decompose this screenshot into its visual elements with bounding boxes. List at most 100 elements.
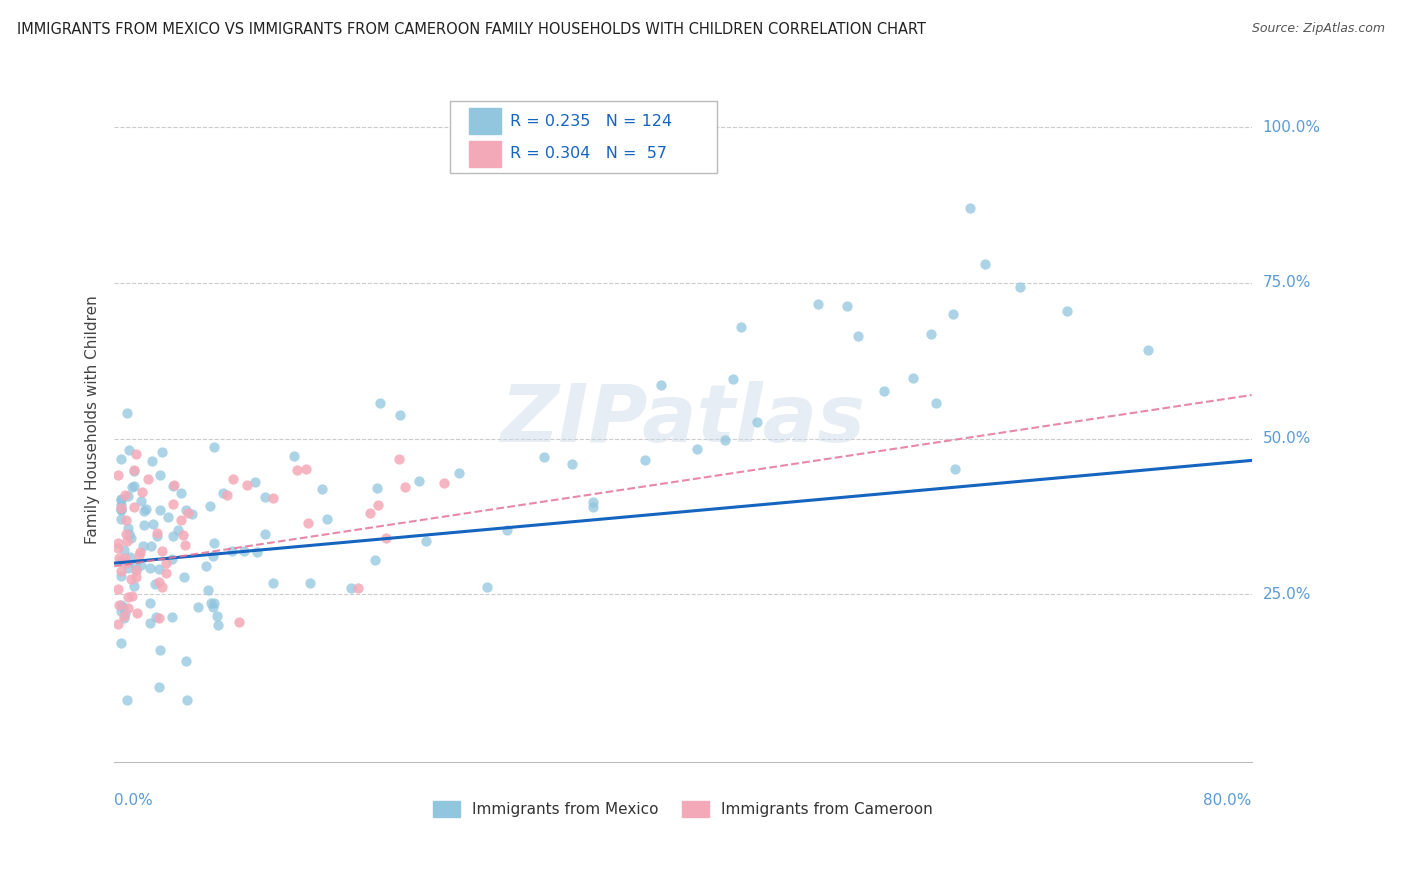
Point	[108, 551, 131, 566]
Point	[415, 534, 437, 549]
Point	[202, 441, 225, 455]
Point	[299, 575, 322, 590]
Point	[120, 572, 142, 586]
Point	[389, 408, 412, 422]
Point	[408, 474, 430, 488]
Point	[157, 510, 180, 524]
Point	[228, 615, 250, 629]
Point	[149, 503, 172, 517]
Point	[162, 552, 184, 566]
Point	[243, 475, 266, 490]
Point	[170, 513, 193, 527]
Point	[496, 523, 519, 537]
Point	[124, 557, 146, 571]
Point	[634, 453, 657, 467]
Text: 75.0%: 75.0%	[1263, 276, 1310, 291]
Point	[721, 372, 744, 386]
Bar	[470, 108, 501, 134]
Point	[202, 596, 225, 610]
Point	[129, 494, 152, 508]
Text: 0.0%: 0.0%	[114, 793, 153, 808]
Point	[177, 507, 200, 521]
Point	[118, 442, 141, 457]
Point	[115, 556, 138, 570]
Point	[108, 598, 131, 612]
Point	[122, 479, 145, 493]
Point	[148, 574, 170, 589]
Point	[581, 495, 603, 509]
Point	[246, 544, 269, 558]
Point	[581, 500, 603, 514]
Point	[920, 327, 942, 342]
Point	[145, 526, 167, 541]
Point	[207, 618, 229, 632]
Point	[475, 580, 498, 594]
Point	[1010, 280, 1032, 294]
Point	[134, 504, 156, 518]
Point	[125, 569, 148, 583]
Text: ZIPatlas: ZIPatlas	[501, 381, 865, 459]
Point	[110, 503, 132, 517]
Point	[194, 559, 217, 574]
Point	[943, 462, 966, 476]
Point	[117, 521, 139, 535]
Point	[128, 549, 150, 563]
Point	[447, 467, 470, 481]
Point	[131, 485, 153, 500]
Point	[236, 478, 259, 492]
Point	[155, 556, 177, 570]
Point	[112, 611, 135, 625]
Point	[145, 529, 167, 543]
Point	[110, 568, 132, 582]
Point	[187, 599, 209, 614]
Point	[170, 486, 193, 500]
Point	[120, 532, 142, 546]
Point	[394, 480, 416, 494]
Point	[127, 606, 149, 620]
Point	[110, 604, 132, 618]
FancyBboxPatch shape	[450, 102, 717, 173]
Point	[297, 516, 319, 530]
Point	[202, 536, 225, 550]
Point	[685, 442, 707, 457]
Point	[124, 563, 146, 577]
Point	[253, 490, 276, 504]
Point	[973, 257, 995, 271]
Point	[211, 485, 233, 500]
Point	[150, 543, 173, 558]
Point	[110, 554, 132, 568]
Y-axis label: Family Households with Children: Family Households with Children	[86, 295, 100, 544]
Point	[120, 550, 142, 565]
Point	[112, 609, 135, 624]
Point	[367, 498, 389, 512]
Point	[142, 517, 165, 532]
Point	[1056, 304, 1078, 318]
Point	[807, 296, 830, 310]
Point	[139, 615, 162, 630]
Point	[253, 527, 276, 541]
Point	[117, 601, 139, 615]
Point	[347, 581, 370, 595]
Point	[198, 499, 221, 513]
Point	[162, 479, 184, 493]
Point	[172, 528, 194, 542]
Point	[132, 540, 155, 554]
Point	[110, 636, 132, 650]
Point	[221, 543, 243, 558]
Point	[262, 575, 284, 590]
Point	[150, 580, 173, 594]
Point	[121, 480, 143, 494]
Point	[117, 590, 139, 604]
Point	[114, 487, 136, 501]
Point	[110, 502, 132, 516]
Point	[112, 543, 135, 558]
Point	[221, 472, 243, 486]
Point	[215, 488, 238, 502]
Point	[561, 458, 583, 472]
Point	[873, 384, 896, 398]
Point	[901, 371, 924, 385]
Point	[148, 680, 170, 694]
Point	[141, 454, 163, 468]
Point	[112, 599, 135, 614]
Text: R = 0.235   N = 124: R = 0.235 N = 124	[510, 113, 672, 128]
